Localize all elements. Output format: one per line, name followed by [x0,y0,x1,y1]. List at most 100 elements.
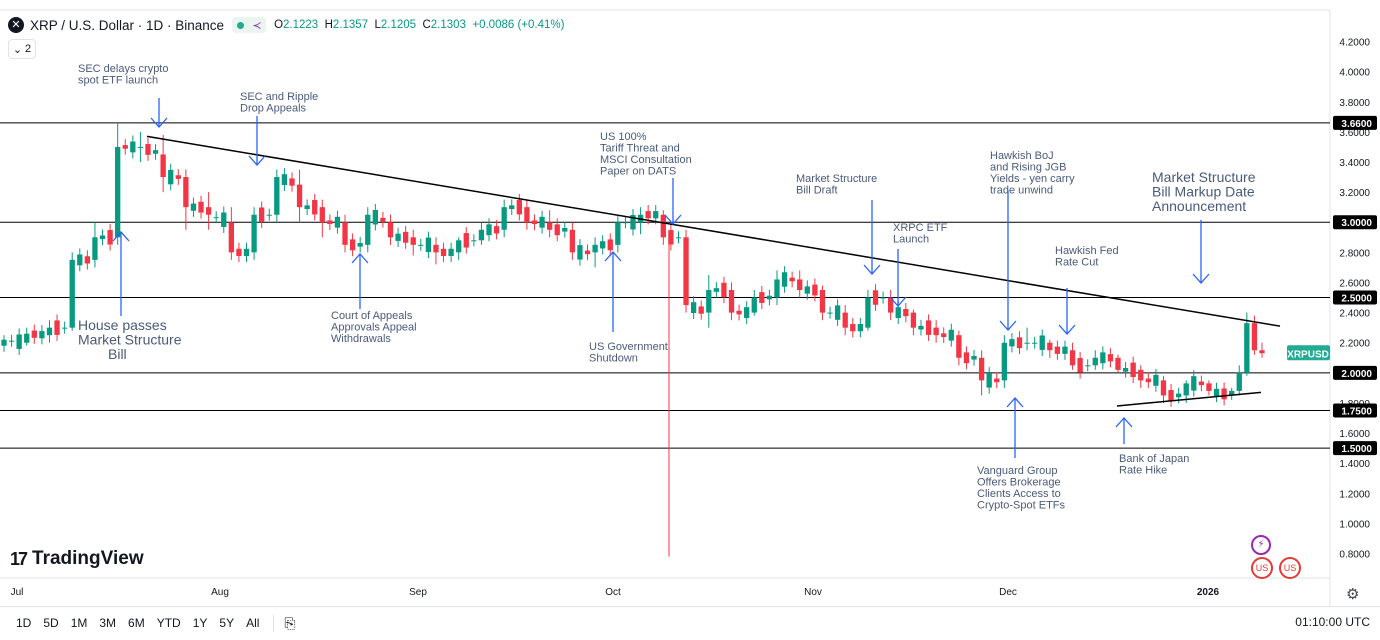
candle-body [479,230,484,241]
candle-body [274,177,279,215]
indicators-collapse-button[interactable]: ⌄ 2 [8,39,36,59]
candle-body [926,320,931,334]
candle-body [592,245,597,253]
candle-body [456,240,461,252]
candle-body [865,298,870,328]
candle-body [820,290,825,313]
timeframe-1m[interactable]: 1M [65,616,94,630]
ohlc-readout: O2.1223 H2.1357 L2.1205 C2.1303 +0.0086 … [274,19,564,31]
level-price-label: 2.5000 [1341,294,1372,305]
candle-body [585,251,590,255]
timeframe-all[interactable]: All [240,616,265,630]
y-tick-label: 2.4000 [1339,309,1370,320]
candle-body [471,240,476,241]
us-flag-icon[interactable]: US [1279,557,1301,579]
candle-body [691,302,696,313]
price-chart[interactable]: 0.80001.00001.20001.40001.60001.80002.00… [0,0,1380,606]
candle-body [145,144,150,155]
bottom-toolbar: 1D 5D 1M 3M 6M YTD 1Y 5Y All ⎘ 01:10:00 UTC [0,606,1380,639]
timeframe-ytd[interactable]: YTD [151,616,187,630]
utc-clock[interactable]: 01:10:00 UTC [1295,615,1370,629]
us-flag-icon[interactable]: US [1251,557,1273,579]
candle-body [304,205,309,209]
candle-body [24,334,29,343]
timeframe-1d[interactable]: 1D [10,616,37,630]
candle-body [1168,390,1173,401]
timeframe-6m[interactable]: 6M [122,616,151,630]
candle-body [1199,382,1204,386]
candle-body [555,224,560,235]
timeframe-5d[interactable]: 5D [37,616,64,630]
candle-body [1093,358,1098,366]
candle-body [411,237,416,245]
close-value: 2.1303 [431,19,466,31]
candle-body [1123,368,1128,372]
candle-body [577,245,582,259]
candle-body [653,211,658,218]
candle-body [1085,365,1090,366]
level-price-label: 1.5000 [1341,444,1372,455]
event-badges[interactable]: ⚡ US US [1247,537,1307,577]
candle-body [812,285,817,296]
x-tick-label: Aug [211,587,229,598]
x-tick-label: Sep [409,587,427,598]
timeframe-3m[interactable]: 3M [93,616,122,630]
candle-body [1191,376,1196,390]
timeframe-1y[interactable]: 1Y [187,616,214,630]
candle-body [782,272,787,286]
candle-body [1100,352,1105,363]
y-tick-label: 1.6000 [1339,429,1370,440]
y-tick-label: 1.4000 [1339,459,1370,470]
candle-body [130,142,135,153]
candle-body [373,210,378,224]
candle-body [994,379,999,383]
candle-body [426,238,431,252]
candle-body [539,217,544,228]
candle-body [547,222,552,230]
candle-body [138,147,143,148]
tradingview-logo[interactable]: 17 TradingView [10,548,144,570]
candle-body [327,220,332,224]
candle-body [706,290,711,313]
candle-body [1070,350,1075,365]
candle-body [62,328,67,329]
symbol-title[interactable]: XRP / U.S. Dollar · 1D · Binance [30,18,224,33]
candle-body [714,288,719,292]
change-value: +0.0086 (+0.41%) [472,19,564,31]
candle-body [32,331,37,338]
candle-body [39,331,44,338]
gear-icon[interactable]: ⚙ [1346,585,1359,603]
candle-body [107,230,112,244]
chart-header: ✕ XRP / U.S. Dollar · 1D · Binance ≺ O2.… [8,14,564,36]
candle-body [509,205,514,209]
candle-body [123,145,128,149]
candle-body [236,249,241,256]
y-tick-label: 2.8000 [1339,248,1370,259]
candle-body [1032,343,1037,344]
candle-body [1131,363,1136,377]
candle-body [100,235,105,239]
x-tick-label: 2026 [1197,587,1220,598]
candle-body [570,230,575,253]
calendar-goto-icon[interactable]: ⎘ [273,615,295,632]
open-value: 2.1223 [283,19,318,31]
y-tick-label: 4.0000 [1339,68,1370,79]
candle-body [47,328,52,336]
candle-body [1062,347,1067,354]
candle-body [858,324,863,331]
candle-body [259,207,264,221]
candle-body [70,260,75,328]
candle-body [1161,380,1166,395]
candle-body [350,239,355,250]
candle-body [160,154,165,177]
market-status-badge[interactable]: ≺ [232,17,266,33]
indicator-count: 2 [25,43,31,55]
candle-body [1221,389,1226,400]
timeframe-5y[interactable]: 5Y [213,616,240,630]
candle-body [843,313,848,328]
candle-body [388,222,393,237]
lightning-icon[interactable]: ⚡ [1251,535,1271,555]
candle-body [1115,358,1120,370]
candle-body [699,306,704,313]
candle-body [168,170,173,184]
